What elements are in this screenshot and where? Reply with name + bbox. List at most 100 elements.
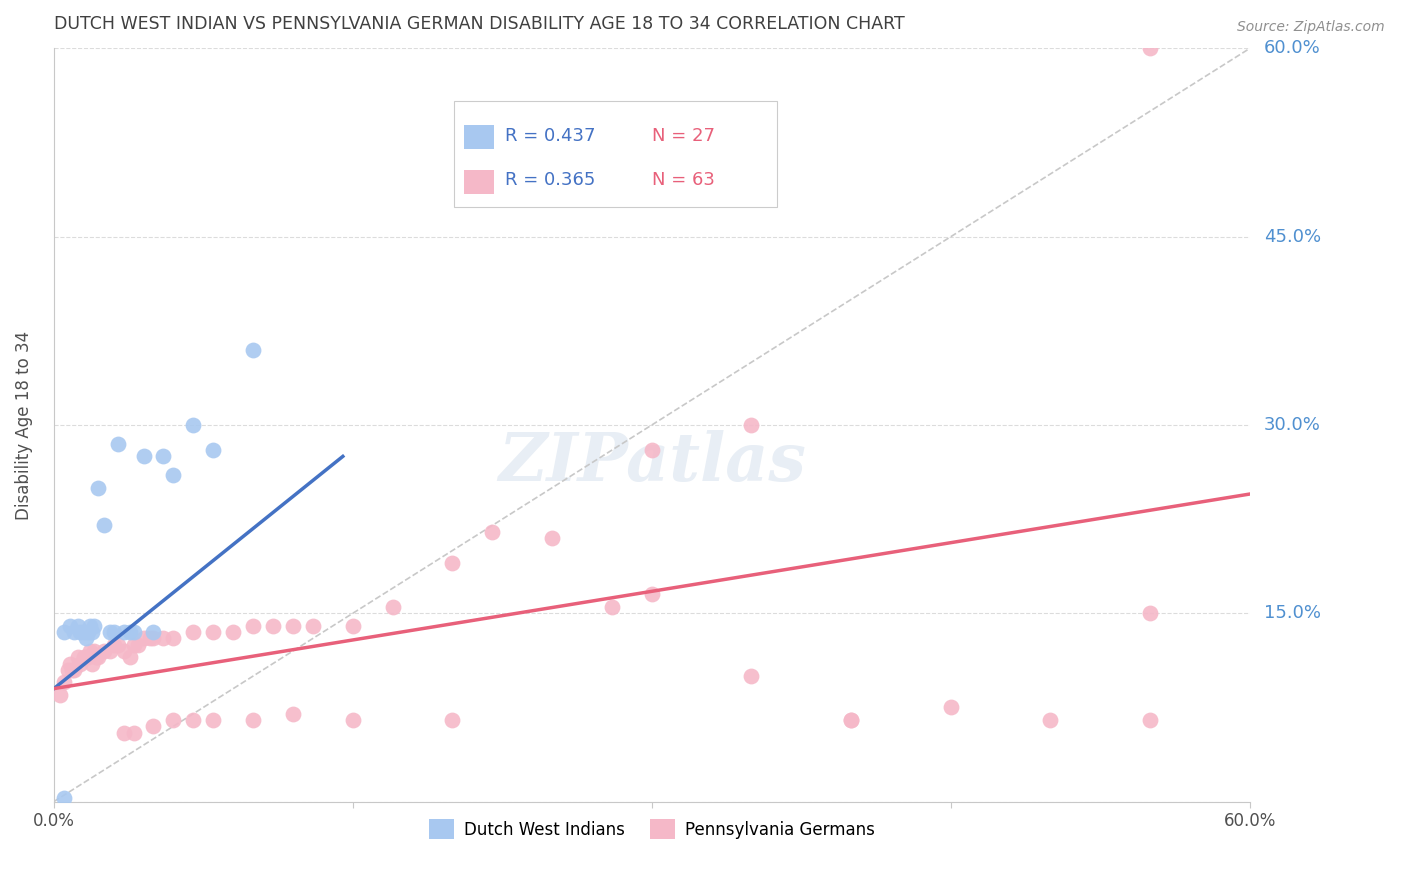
Point	[75, 650, 97, 665]
Point	[83, 619, 105, 633]
Point	[142, 632, 165, 646]
Point	[66, 619, 89, 633]
Text: N = 63: N = 63	[652, 171, 714, 189]
Point	[183, 417, 205, 432]
Point	[202, 443, 225, 458]
FancyBboxPatch shape	[464, 125, 494, 149]
Point	[122, 725, 145, 739]
Point	[80, 625, 103, 640]
Point	[740, 669, 762, 683]
Point	[1039, 713, 1062, 727]
Point	[222, 625, 245, 640]
Point	[52, 625, 75, 640]
Point	[441, 713, 464, 727]
Text: Source: ZipAtlas.com: Source: ZipAtlas.com	[1237, 20, 1385, 34]
Point	[202, 713, 225, 727]
Text: R = 0.437: R = 0.437	[505, 127, 595, 145]
Point	[541, 531, 564, 545]
Point	[152, 450, 174, 464]
Point	[152, 632, 174, 646]
Point	[73, 650, 96, 665]
Text: 30.0%: 30.0%	[1264, 416, 1320, 434]
Point	[59, 619, 82, 633]
Point	[122, 625, 145, 640]
Point	[69, 625, 91, 640]
Legend: Dutch West Indians, Pennsylvania Germans: Dutch West Indians, Pennsylvania Germans	[422, 813, 882, 846]
Point	[939, 700, 962, 714]
Point	[93, 644, 115, 658]
Point	[93, 518, 115, 533]
Point	[56, 663, 79, 677]
Point	[183, 713, 205, 727]
Point	[75, 632, 97, 646]
Point	[839, 713, 862, 727]
Point	[441, 556, 464, 570]
Point	[202, 625, 225, 640]
Text: N = 27: N = 27	[652, 127, 714, 145]
Point	[839, 713, 862, 727]
Point	[60, 663, 83, 677]
Point	[262, 619, 284, 633]
Point	[112, 644, 135, 658]
Point	[49, 688, 72, 702]
Point	[118, 625, 141, 640]
Point	[1139, 713, 1161, 727]
Text: DUTCH WEST INDIAN VS PENNSYLVANIA GERMAN DISABILITY AGE 18 TO 34 CORRELATION CHA: DUTCH WEST INDIAN VS PENNSYLVANIA GERMAN…	[53, 15, 904, 33]
Point	[79, 619, 101, 633]
Point	[132, 632, 155, 646]
Point	[127, 638, 149, 652]
Point	[98, 625, 121, 640]
FancyBboxPatch shape	[464, 169, 494, 194]
Point	[183, 625, 205, 640]
Text: 60.0%: 60.0%	[1264, 39, 1320, 57]
Point	[73, 625, 96, 640]
Text: R = 0.365: R = 0.365	[505, 171, 595, 189]
Point	[641, 587, 664, 601]
Point	[162, 468, 184, 483]
Point	[142, 719, 165, 733]
Point	[342, 713, 364, 727]
Point	[107, 638, 129, 652]
Point	[103, 638, 125, 652]
Point	[481, 524, 503, 539]
Point	[242, 343, 264, 357]
Point	[142, 625, 165, 640]
Point	[79, 644, 101, 658]
Point	[122, 638, 145, 652]
Point	[112, 625, 135, 640]
Point	[59, 657, 82, 671]
Point	[600, 600, 623, 615]
Point	[132, 450, 155, 464]
Point	[80, 657, 103, 671]
Point	[138, 632, 160, 646]
Point	[69, 657, 91, 671]
Point	[98, 644, 121, 658]
Point	[1139, 607, 1161, 621]
Point	[242, 619, 264, 633]
Point	[66, 650, 89, 665]
Point	[103, 625, 125, 640]
Point	[84, 650, 107, 665]
Point	[52, 790, 75, 805]
Y-axis label: Disability Age 18 to 34: Disability Age 18 to 34	[15, 330, 32, 519]
Point	[281, 619, 304, 633]
Point	[740, 417, 762, 432]
Point	[107, 437, 129, 451]
Point	[86, 650, 108, 665]
Point	[641, 443, 664, 458]
Point	[112, 725, 135, 739]
Point	[62, 625, 84, 640]
Point	[52, 675, 75, 690]
Text: 45.0%: 45.0%	[1264, 227, 1320, 245]
Point	[242, 713, 264, 727]
Text: ZIPatlas: ZIPatlas	[498, 430, 806, 495]
Point	[76, 625, 98, 640]
Point	[302, 619, 325, 633]
Text: 15.0%: 15.0%	[1264, 604, 1320, 623]
Point	[118, 650, 141, 665]
Point	[62, 663, 84, 677]
Point	[83, 644, 105, 658]
Point	[281, 706, 304, 721]
Point	[1139, 41, 1161, 55]
Point	[86, 481, 108, 495]
